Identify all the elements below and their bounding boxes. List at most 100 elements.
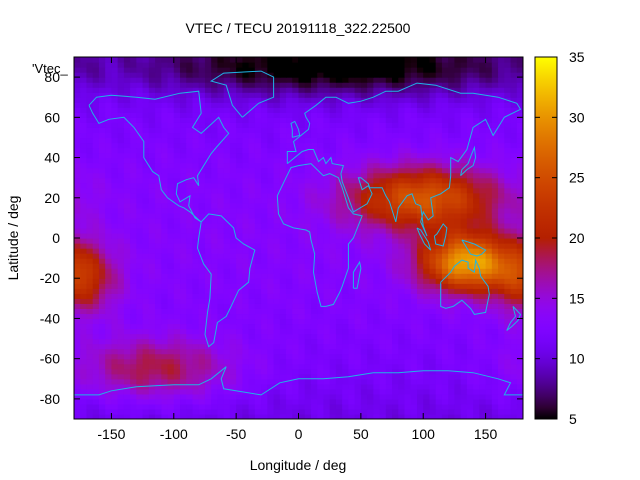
heatmap-cell: [323, 408, 331, 415]
heatmap-cell: [416, 167, 424, 174]
heatmap-cell: [74, 177, 81, 184]
heatmap-cell: [317, 122, 325, 128]
heatmap-cell: [180, 398, 187, 405]
heatmap-cell: [360, 373, 368, 380]
heatmap-cell: [441, 288, 449, 294]
heatmap-cell: [335, 258, 343, 264]
heatmap-cell: [317, 182, 325, 189]
heatmap-cell: [223, 383, 231, 390]
heatmap-cell: [204, 378, 212, 385]
heatmap-cell: [136, 408, 144, 415]
heatmap-cell: [117, 82, 125, 88]
heatmap-cell: [86, 162, 94, 169]
heatmap-cell: [510, 102, 518, 108]
heatmap-cell: [498, 358, 505, 365]
heatmap-cell: [435, 318, 443, 325]
heatmap-cell: [342, 232, 349, 239]
heatmap-cell: [510, 328, 518, 335]
heatmap-cell: [261, 278, 268, 284]
heatmap-cell: [123, 212, 131, 219]
heatmap-cell: [80, 207, 88, 214]
heatmap-cell: [404, 318, 412, 325]
heatmap-cell: [242, 197, 250, 204]
heatmap-cell: [98, 197, 106, 204]
heatmap-cell: [354, 303, 362, 309]
heatmap-cell: [460, 142, 468, 149]
heatmap-cell: [261, 298, 268, 304]
heatmap-cell: [510, 87, 518, 93]
heatmap-cell: [304, 253, 312, 259]
heatmap-cell: [404, 202, 412, 209]
heatmap-cell: [223, 152, 231, 159]
heatmap-cell: [410, 408, 418, 415]
heatmap-cell: [254, 97, 262, 103]
heatmap-cell: [286, 177, 293, 184]
heatmap-cell: [323, 107, 331, 113]
heatmap-cell: [342, 227, 349, 234]
heatmap-cell: [286, 348, 293, 355]
heatmap-cell: [385, 207, 393, 214]
heatmap-cell: [267, 238, 275, 244]
heatmap-cell: [385, 202, 393, 209]
heatmap-cell: [223, 348, 231, 355]
heatmap-cell: [236, 343, 243, 350]
heatmap-cell: [448, 172, 456, 179]
heatmap-cell: [105, 132, 113, 139]
heatmap-cell: [466, 353, 474, 360]
heatmap-cell: [92, 403, 100, 410]
heatmap-cell: [180, 192, 187, 199]
heatmap-cell: [460, 132, 468, 139]
heatmap-cell: [398, 137, 406, 144]
heatmap-cell: [279, 92, 287, 98]
heatmap-cell: [204, 338, 212, 345]
heatmap-cell: [448, 348, 456, 355]
heatmap-cell: [217, 87, 225, 93]
heatmap-cell: [410, 142, 418, 149]
heatmap-cell: [367, 122, 374, 128]
heatmap-cell: [136, 258, 144, 264]
heatmap-cell: [304, 107, 312, 113]
heatmap-cell: [198, 288, 206, 294]
heatmap-cell: [335, 82, 343, 88]
heatmap-cell: [423, 253, 431, 259]
heatmap-cell: [223, 227, 231, 234]
heatmap-cell: [298, 217, 306, 224]
heatmap-cell: [148, 278, 156, 284]
heatmap-cell: [236, 268, 243, 274]
heatmap-cell: [130, 333, 137, 340]
heatmap-cell: [198, 152, 206, 159]
heatmap-cell: [286, 142, 293, 149]
heatmap-cell: [217, 303, 225, 309]
heatmap-cell: [379, 368, 387, 375]
heatmap-cell: [504, 363, 512, 370]
heatmap-cell: [416, 313, 424, 320]
heatmap-cell: [130, 323, 137, 330]
heatmap-cell: [223, 303, 231, 309]
heatmap-cell: [261, 122, 268, 128]
heatmap-cell: [229, 87, 237, 93]
heatmap-cell: [292, 263, 300, 269]
heatmap-cell: [454, 308, 462, 315]
heatmap-cell: [348, 248, 356, 254]
heatmap-cell: [360, 268, 368, 274]
heatmap-cell: [379, 192, 387, 199]
heatmap-cell: [404, 207, 412, 214]
heatmap-cell: [448, 122, 456, 128]
heatmap-cell: [441, 162, 449, 169]
heatmap-cell: [342, 328, 349, 335]
heatmap-cell: [323, 243, 331, 249]
heatmap-cell: [448, 343, 456, 350]
heatmap-cell: [392, 197, 399, 204]
heatmap-cell: [323, 278, 331, 284]
heatmap-cell: [373, 192, 381, 199]
heatmap-cell: [267, 102, 275, 108]
heatmap-cell: [80, 212, 88, 219]
heatmap-cell: [410, 182, 418, 189]
heatmap-cell: [98, 378, 106, 385]
heatmap-cell: [80, 117, 88, 123]
heatmap-cell: [229, 147, 237, 154]
heatmap-cell: [130, 232, 137, 239]
heatmap-cell: [211, 383, 219, 390]
heatmap-cell: [92, 313, 100, 320]
heatmap-cell: [441, 212, 449, 219]
